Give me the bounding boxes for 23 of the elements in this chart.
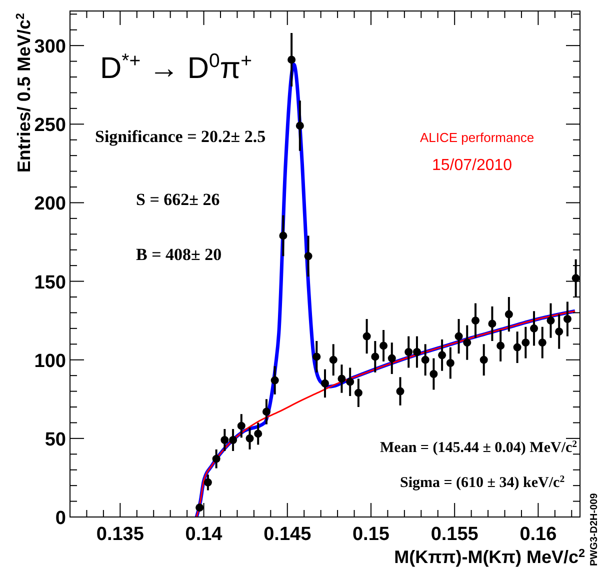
y-tick-label: 0 [55, 508, 66, 529]
y-tick-label: 50 [44, 429, 66, 450]
x-tick-label: 0.145 [264, 524, 312, 545]
y-tick-label: 250 [34, 115, 66, 136]
y-tick-label: 300 [34, 36, 66, 58]
annotation: ALICE performance [420, 130, 534, 145]
y-tick-label: 100 [34, 350, 66, 372]
x-tick-label: 0.155 [430, 524, 479, 545]
y-tick-label: 200 [34, 194, 66, 215]
annotation: Mean = (145.44 ± 0.04) MeV/c$^{2}$ [380, 438, 578, 456]
x-tick-label: 0.135 [96, 524, 144, 545]
annotation: B = 408± 20 [136, 245, 222, 264]
annotation: Sigma = (610 ± 34) keV/c$^{2}$ [400, 474, 565, 491]
text: PWG3-D2H-009 [589, 492, 600, 566]
x-axis-title: M(Kππ)-M(Kπ) MeV/c$^{2}$ [394, 546, 586, 567]
x-tick-label: 0.16 [520, 524, 557, 545]
x-tick-label: 0.14 [185, 524, 223, 545]
annotation: 15/07/2010 [432, 157, 512, 174]
y-tick-label: 150 [34, 272, 66, 294]
x-tick-label: 0.15 [352, 524, 390, 545]
annotation: S = 662± 26 [136, 190, 220, 209]
text: D$^{*+}$ → D$^{0}$π$^{+}$ [100, 50, 252, 85]
annotation: Significance = 20.2± 2.5 [95, 127, 266, 146]
